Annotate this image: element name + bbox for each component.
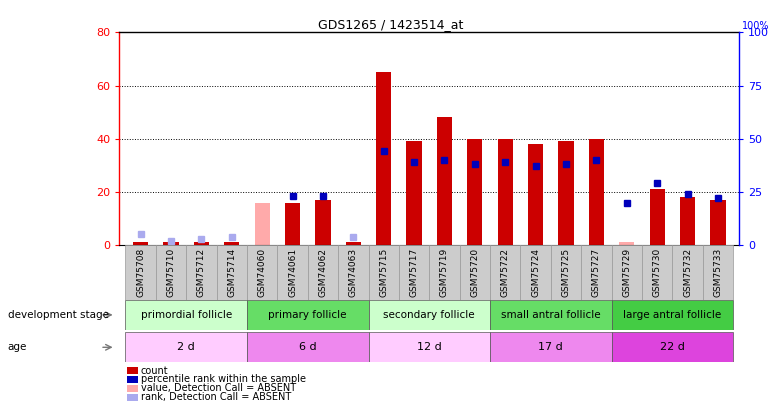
Bar: [247, 245, 277, 300]
Bar: [467, 139, 483, 245]
Text: primordial follicle: primordial follicle: [141, 310, 232, 320]
Text: percentile rank within the sample: percentile rank within the sample: [141, 375, 306, 384]
Text: GSM75708: GSM75708: [136, 248, 145, 297]
Bar: [369, 245, 399, 300]
Bar: [521, 245, 551, 300]
Bar: [186, 245, 216, 300]
Bar: [369, 300, 490, 330]
Bar: [308, 245, 338, 300]
Text: GSM75714: GSM75714: [227, 248, 236, 297]
Bar: [216, 245, 247, 300]
Text: GSM75727: GSM75727: [592, 248, 601, 297]
Bar: [642, 245, 672, 300]
Bar: [490, 245, 521, 300]
Text: GSM74062: GSM74062: [319, 248, 327, 297]
Text: GSM75725: GSM75725: [561, 248, 571, 297]
Text: 6 d: 6 d: [299, 342, 316, 352]
Text: GSM74063: GSM74063: [349, 248, 358, 297]
Text: GSM75724: GSM75724: [531, 248, 540, 297]
Bar: [497, 139, 513, 245]
Bar: [589, 139, 604, 245]
Text: age: age: [8, 342, 27, 352]
Text: rank, Detection Call = ABSENT: rank, Detection Call = ABSENT: [141, 392, 291, 402]
Text: GSM75712: GSM75712: [197, 248, 206, 297]
Text: secondary follicle: secondary follicle: [383, 310, 475, 320]
Bar: [703, 245, 733, 300]
Bar: [194, 242, 209, 245]
Bar: [680, 197, 695, 245]
Bar: [277, 245, 308, 300]
Text: GSM75720: GSM75720: [470, 248, 480, 297]
Bar: [255, 202, 270, 245]
Bar: [619, 242, 634, 245]
Text: count: count: [141, 366, 169, 375]
Text: large antral follicle: large antral follicle: [623, 310, 721, 320]
Text: development stage: development stage: [8, 310, 109, 320]
Bar: [611, 300, 733, 330]
Bar: [399, 245, 430, 300]
Bar: [376, 72, 391, 245]
Text: GSM75730: GSM75730: [653, 248, 661, 297]
Text: 100%: 100%: [742, 21, 769, 31]
Bar: [247, 332, 369, 362]
Text: GSM74060: GSM74060: [258, 248, 266, 297]
Text: GSM74061: GSM74061: [288, 248, 297, 297]
Text: 17 d: 17 d: [538, 342, 563, 352]
Text: GSM75732: GSM75732: [683, 248, 692, 297]
Bar: [460, 245, 490, 300]
Text: GSM75722: GSM75722: [500, 248, 510, 297]
Text: GSM75719: GSM75719: [440, 248, 449, 297]
Bar: [224, 242, 239, 245]
Bar: [126, 245, 156, 300]
Bar: [316, 200, 330, 245]
Bar: [551, 245, 581, 300]
Bar: [490, 332, 611, 362]
Text: GSM75729: GSM75729: [622, 248, 631, 297]
Text: GSM75717: GSM75717: [410, 248, 419, 297]
Bar: [650, 189, 665, 245]
Bar: [437, 117, 452, 245]
Text: GSM75710: GSM75710: [166, 248, 176, 297]
Text: GSM75733: GSM75733: [714, 248, 722, 297]
Bar: [581, 245, 611, 300]
Bar: [369, 332, 490, 362]
Bar: [163, 242, 179, 245]
Text: value, Detection Call = ABSENT: value, Detection Call = ABSENT: [141, 384, 296, 393]
Text: GSM75715: GSM75715: [379, 248, 388, 297]
Bar: [133, 242, 148, 245]
Bar: [672, 245, 703, 300]
Bar: [156, 245, 186, 300]
Text: primary follicle: primary follicle: [269, 310, 347, 320]
Bar: [247, 300, 369, 330]
Bar: [285, 202, 300, 245]
Text: 22 d: 22 d: [660, 342, 685, 352]
Bar: [126, 332, 247, 362]
Bar: [490, 300, 611, 330]
Text: GDS1265 / 1423514_at: GDS1265 / 1423514_at: [318, 18, 464, 31]
Bar: [346, 242, 361, 245]
Bar: [711, 200, 725, 245]
Bar: [338, 245, 369, 300]
Bar: [558, 141, 574, 245]
Bar: [126, 300, 247, 330]
Text: small antral follicle: small antral follicle: [501, 310, 601, 320]
Bar: [611, 245, 642, 300]
Bar: [611, 332, 733, 362]
Bar: [407, 141, 422, 245]
Bar: [430, 245, 460, 300]
Text: 2 d: 2 d: [177, 342, 195, 352]
Text: 12 d: 12 d: [417, 342, 442, 352]
Bar: [528, 144, 543, 245]
